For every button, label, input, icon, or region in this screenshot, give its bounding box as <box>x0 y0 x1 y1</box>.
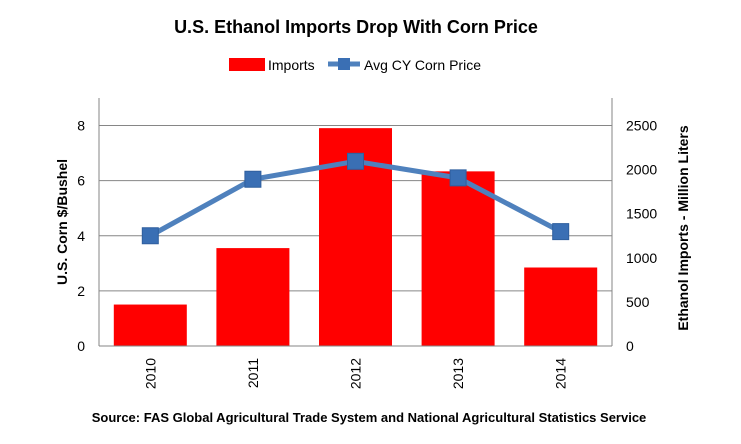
left-tick-8: 8 <box>77 118 85 134</box>
x-tick-2011: 2011 <box>245 358 261 388</box>
left-tick-4: 4 <box>77 228 85 244</box>
left-axis-title: U.S. Corn $/Bushel <box>54 159 70 285</box>
right-tick-2000: 2000 <box>626 162 657 178</box>
legend-swatch-corn-price-marker <box>338 58 350 70</box>
legend: Imports Avg CY Corn Price <box>229 57 481 73</box>
right-tick-2500: 2500 <box>626 118 657 134</box>
marker-corn-price-2012 <box>347 152 364 170</box>
x-tick-2013: 2013 <box>450 358 466 389</box>
marker-corn-price-2011 <box>244 170 262 188</box>
chart-title: U.S. Ethanol Imports Drop With Corn Pric… <box>174 17 538 37</box>
legend-swatch-imports <box>229 58 265 71</box>
right-axis-title: Ethanol Imports - Million Liters <box>675 125 691 331</box>
bar-imports-2011 <box>216 248 290 346</box>
marker-corn-price-2013 <box>449 169 467 187</box>
bar-imports-2014 <box>524 267 598 346</box>
right-tick-500: 500 <box>626 294 650 310</box>
legend-label-imports: Imports <box>268 57 315 73</box>
x-tick-2010: 2010 <box>142 358 158 389</box>
left-tick-labels: 0 2 4 6 8 <box>77 118 85 355</box>
line-series <box>141 152 570 245</box>
marker-corn-price-2014 <box>552 223 570 241</box>
x-tick-2014: 2014 <box>553 358 569 389</box>
left-tick-0: 0 <box>77 338 85 354</box>
right-tick-1000: 1000 <box>626 250 657 266</box>
right-tick-1500: 1500 <box>626 206 657 222</box>
axes <box>98 98 613 347</box>
left-tick-6: 6 <box>77 173 85 189</box>
marker-corn-price-2010 <box>141 227 159 245</box>
right-tick-labels: 0 500 1000 1500 2000 2500 <box>626 118 657 355</box>
bar-imports-2013 <box>421 171 495 346</box>
bar-imports-2010 <box>113 304 187 346</box>
legend-label-corn-price: Avg CY Corn Price <box>364 57 481 73</box>
x-tick-2012: 2012 <box>348 358 364 389</box>
source-note: Source: FAS Global Agricultural Trade Sy… <box>92 410 647 425</box>
right-tick-0: 0 <box>626 338 634 354</box>
x-tick-labels: 2010 2011 2012 2013 2014 <box>142 358 568 389</box>
left-tick-2: 2 <box>77 283 85 299</box>
